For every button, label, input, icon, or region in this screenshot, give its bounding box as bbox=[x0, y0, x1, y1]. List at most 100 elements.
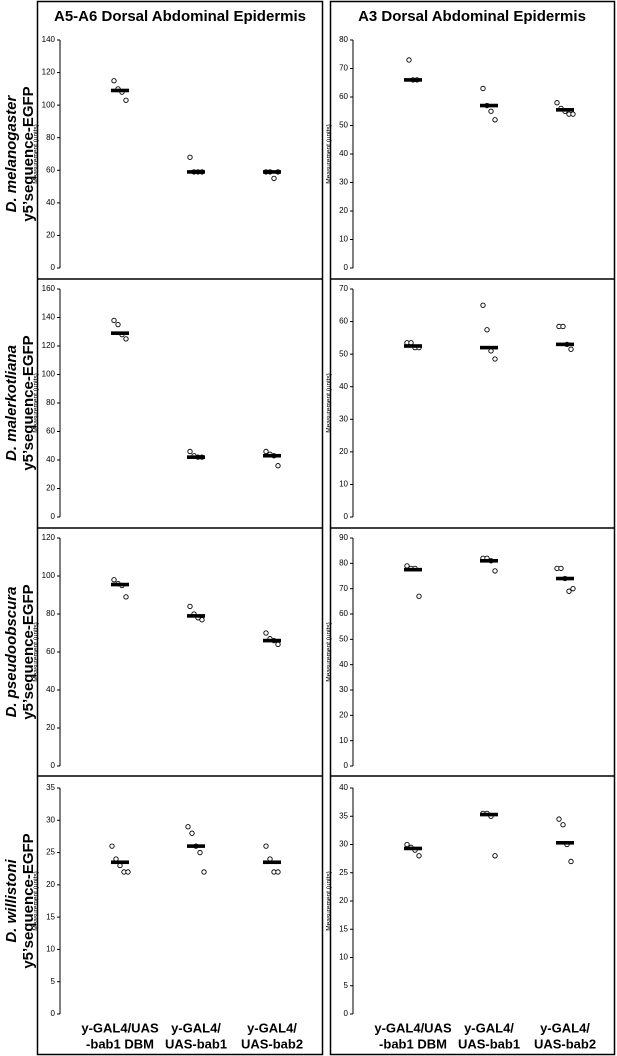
y-tick-label: 120 bbox=[42, 68, 56, 77]
row-construct: y5’sequence-EGFP bbox=[20, 335, 37, 470]
row-construct: y5’sequence-EGFP bbox=[20, 833, 37, 968]
mean-bar bbox=[187, 844, 205, 848]
y-tick-label: 35 bbox=[46, 783, 55, 792]
mean-bar bbox=[187, 455, 205, 459]
data-point bbox=[560, 822, 566, 828]
row-species: D. malerkotliana bbox=[3, 345, 20, 461]
y-tick-label: 90 bbox=[339, 533, 348, 542]
y-tick-label: 50 bbox=[339, 349, 348, 358]
y-tick-label: 20 bbox=[339, 447, 348, 456]
mean-bar bbox=[263, 860, 281, 865]
y-tick-label: 50 bbox=[339, 634, 348, 643]
y-tick-label: 60 bbox=[339, 92, 348, 101]
row-species: D. melanogaster bbox=[3, 94, 20, 212]
x-category-label: y-GAL4/ bbox=[540, 1020, 590, 1035]
data-point bbox=[263, 630, 269, 636]
y-tick-label: 30 bbox=[339, 414, 348, 423]
y-tick-label: 0 bbox=[51, 512, 56, 521]
data-point bbox=[109, 843, 115, 849]
x-category-label: -bab1 DBM bbox=[379, 1036, 447, 1051]
data-point bbox=[125, 869, 131, 875]
y-tick-label: 0 bbox=[51, 761, 56, 770]
data-point bbox=[111, 78, 117, 84]
column-title: A3 Dorsal Abdominal Epidermis bbox=[358, 8, 586, 25]
data-point bbox=[187, 154, 193, 160]
x-category-label: UAS-bab2 bbox=[241, 1036, 303, 1051]
y-tick-label: 20 bbox=[46, 231, 55, 240]
y-tick-label: 10 bbox=[339, 480, 348, 489]
data-point bbox=[263, 843, 269, 849]
y-tick-label: 25 bbox=[46, 848, 55, 857]
data-point bbox=[271, 175, 277, 182]
y-tick-label: 60 bbox=[46, 427, 55, 436]
mean-bar bbox=[556, 108, 574, 112]
x-category-label: UAS-bab1 bbox=[165, 1036, 227, 1051]
y-tick-label: 35 bbox=[339, 811, 348, 820]
y-tick-label: 20 bbox=[339, 896, 348, 905]
data-point bbox=[568, 858, 574, 865]
data-point bbox=[568, 346, 574, 352]
column-title: A5-A6 Dorsal Abdominal Epidermis bbox=[54, 8, 306, 25]
y-tick-label: 40 bbox=[339, 382, 348, 391]
y-tick-label: 80 bbox=[46, 398, 55, 407]
x-category-label: y-GAL4/ bbox=[247, 1020, 297, 1035]
y-tick-label: 20 bbox=[339, 710, 348, 719]
data-point bbox=[189, 830, 195, 836]
y-tick-label: 0 bbox=[344, 1009, 349, 1018]
y-tick-label: 120 bbox=[42, 341, 56, 350]
y-tick-label: 10 bbox=[46, 945, 55, 954]
y-tick-label: 40 bbox=[339, 149, 348, 158]
mean-bar bbox=[263, 453, 281, 458]
x-category-label: UAS-bab1 bbox=[458, 1036, 520, 1051]
row-construct: y5’sequence-EGFP bbox=[20, 86, 37, 221]
y-tick-label: 5 bbox=[344, 981, 349, 990]
data-point bbox=[480, 85, 486, 92]
y-tick-label: 30 bbox=[339, 840, 348, 849]
x-category-label: -bab1 DBM bbox=[86, 1036, 154, 1051]
x-category-label: y-GAL4/ bbox=[464, 1020, 514, 1035]
data-point bbox=[201, 869, 207, 875]
y-tick-label: 15 bbox=[339, 924, 348, 933]
data-point bbox=[566, 588, 572, 594]
data-point bbox=[115, 321, 121, 328]
mean-bar bbox=[111, 88, 129, 93]
y-tick-label: 40 bbox=[339, 783, 348, 792]
y-tick-label: 25 bbox=[339, 868, 348, 877]
y-tick-label: 40 bbox=[46, 198, 55, 207]
y-axis-label: Measurement (units) bbox=[33, 622, 40, 682]
y-tick-label: 10 bbox=[339, 235, 348, 244]
data-point bbox=[123, 594, 129, 600]
y-tick-label: 10 bbox=[339, 953, 348, 962]
data-point bbox=[480, 302, 486, 308]
mean-bar bbox=[480, 345, 498, 350]
y-tick-label: 40 bbox=[46, 455, 55, 464]
data-point bbox=[492, 568, 498, 574]
data-point bbox=[484, 327, 490, 333]
y-tick-label: 20 bbox=[46, 880, 55, 889]
mean-bar bbox=[556, 576, 574, 581]
data-point bbox=[570, 586, 576, 592]
y-tick-label: 50 bbox=[339, 121, 348, 130]
y-tick-label: 80 bbox=[46, 609, 55, 618]
data-point bbox=[416, 593, 422, 599]
data-point bbox=[187, 603, 193, 610]
y-tick-label: 40 bbox=[339, 660, 348, 669]
data-point bbox=[554, 100, 560, 106]
x-category-label: y-GAL4/ bbox=[171, 1020, 221, 1035]
data-point bbox=[492, 117, 498, 123]
mean-bar bbox=[404, 344, 422, 348]
y-axis-label: Measurement (units) bbox=[326, 871, 333, 931]
mean-bar bbox=[111, 860, 129, 865]
data-point bbox=[404, 841, 410, 848]
y-tick-label: 80 bbox=[339, 35, 348, 44]
y-tick-label: 10 bbox=[339, 736, 348, 745]
y-tick-label: 15 bbox=[46, 912, 55, 921]
row-species: D. pseudoobscura bbox=[3, 587, 20, 718]
y-tick-label: 70 bbox=[339, 584, 348, 593]
data-point bbox=[560, 323, 566, 330]
y-tick-label: 140 bbox=[42, 313, 56, 322]
y-tick-label: 60 bbox=[46, 165, 55, 174]
x-category-label: UAS-bab2 bbox=[534, 1036, 596, 1051]
data-point bbox=[570, 111, 576, 117]
data-point bbox=[123, 336, 129, 342]
